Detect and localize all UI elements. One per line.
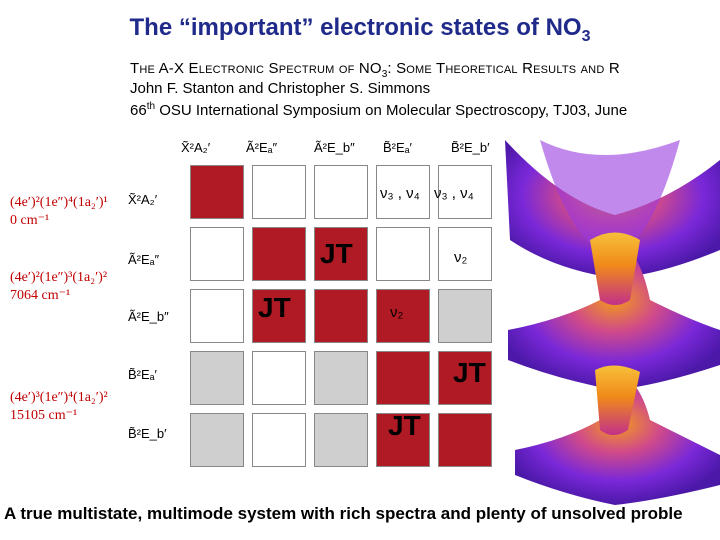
config-a-energy: 7064 cm⁻¹ [10, 288, 71, 303]
matrix-cell-r2-c4 [438, 289, 492, 343]
col-header-a-ea: Ã²Eₐ″ [246, 140, 278, 155]
row-header-x: X̃²A₂′ [128, 192, 158, 207]
matrix-cell-r1-c1 [252, 227, 306, 281]
reference-meeting-b: OSU International Symposium on Molecular… [155, 102, 628, 119]
row-header-b-eb: B̃²E_b′ [128, 426, 167, 441]
potential-surface-1-icon [505, 140, 720, 278]
matrix-cell-r1-c4 [438, 227, 492, 281]
matrix-cell-r3-c0 [190, 351, 244, 405]
row-header-a-ea: Ã²Eₐ″ [128, 252, 160, 267]
matrix-cell-r0-c2 [314, 165, 368, 219]
matrix-cell-r0-c3 [376, 165, 430, 219]
row-header-b-ea: B̃²Eₐ′ [128, 367, 157, 382]
reference-title: The A-X Electronic Spectrum of NO3: Some… [130, 60, 620, 80]
col-header-b-ea: B̃²Eₐ′ [383, 140, 412, 155]
config-x: (4e′)²(1e″)⁴(1a₂′)¹ 0 cm⁻¹ [10, 194, 108, 230]
config-x-energy: 0 cm⁻¹ [10, 213, 50, 228]
reference-authors: John F. Stanton and Christopher S. Simmo… [130, 80, 431, 97]
config-a-text: (4e′)²(1e″)³(1a₂′)² [10, 270, 108, 285]
matrix-cell-r3-c4 [438, 351, 492, 405]
matrix-cell-r4-c4 [438, 413, 492, 467]
matrix-cell-r2-c3 [376, 289, 430, 343]
reference-meeting-a: 66 [130, 102, 147, 119]
reference-meeting-sup: th [146, 101, 156, 112]
config-b-text: (4e′)³(1e″)⁴(1a₂′)² [10, 390, 108, 405]
potential-surface-2-icon [508, 232, 720, 390]
jt-label-d: JT [388, 410, 421, 441]
config-b: (4e′)³(1e″)⁴(1a₂′)² 15105 cm⁻¹ [10, 389, 108, 425]
nu34-label-1: ν₃ , ν₄ [380, 185, 420, 202]
matrix-cell-r4-c0 [190, 413, 244, 467]
reference-title-b: : Some Theoretical Results and R [387, 60, 620, 77]
col-header-x: X̃²A₂′ [181, 140, 211, 155]
slide-footer: A true multistate, multimode system with… [4, 504, 683, 523]
reference-title-a: The A-X Electronic Spectrum of NO [130, 60, 382, 77]
jt-label-a: JT [320, 238, 353, 269]
matrix-cell-r2-c2 [314, 289, 368, 343]
reference-meeting: 66th OSU International Symposium on Mole… [130, 101, 627, 119]
matrix-cell-r4-c3 [376, 413, 430, 467]
matrix-cell-r4-c1 [252, 413, 306, 467]
nu2-label-1: ν₂ [454, 249, 468, 266]
title-subscript: 3 [581, 27, 591, 45]
config-a: (4e′)²(1e″)³(1a₂′)² 7064 cm⁻¹ [10, 269, 107, 305]
matrix-cell-r2-c0 [190, 289, 244, 343]
col-header-a-eb: Ã²E_b″ [314, 140, 355, 155]
potential-surface-3-icon [515, 365, 720, 505]
config-b-energy: 15105 cm⁻¹ [10, 408, 78, 423]
matrix-cell-r0-c0 [190, 165, 244, 219]
matrix-cell-r0-c4 [438, 165, 492, 219]
row-header-a-eb: Ã²E_b″ [128, 309, 169, 324]
matrix-cell-r1-c2 [314, 227, 368, 281]
matrix-cell-r3-c1 [252, 351, 306, 405]
matrix-cell-r4-c2 [314, 413, 368, 467]
matrix-cell-r1-c0 [190, 227, 244, 281]
matrix-cell-r1-c3 [376, 227, 430, 281]
title-text: The “important” electronic states of NO [129, 14, 582, 41]
nu2-label-2: ν₂ [390, 304, 404, 321]
matrix-cell-r3-c2 [314, 351, 368, 405]
jt-label-b: JT [258, 292, 291, 323]
col-header-b-eb: B̃²E_b′ [451, 140, 490, 155]
config-x-text: (4e′)²(1e″)⁴(1a₂′)¹ [10, 195, 108, 210]
reference-title-sub: 3 [381, 69, 388, 80]
nu34-label-2: ν₃ , ν₄ [434, 185, 474, 202]
matrix-cell-r2-c1 [252, 289, 306, 343]
matrix-cell-r0-c1 [252, 165, 306, 219]
slide-title: The “important” electronic states of NO3 [0, 14, 720, 46]
jt-label-c: JT [453, 357, 486, 388]
matrix-cell-r3-c3 [376, 351, 430, 405]
